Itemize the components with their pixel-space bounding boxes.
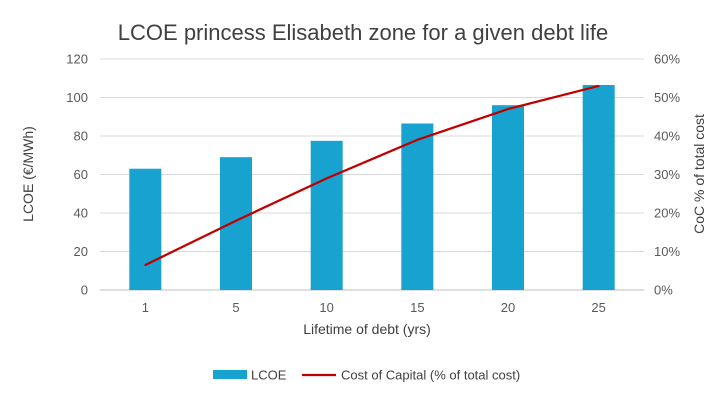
x-tick-label: 1 bbox=[142, 300, 149, 315]
legend: LCOE Cost of Capital (% of total cost) bbox=[213, 368, 520, 383]
bar-lcoe bbox=[310, 140, 343, 290]
y-tick-label: 60 bbox=[74, 167, 88, 182]
x-tick-label: 10 bbox=[319, 300, 333, 315]
y-tick-label: 20 bbox=[74, 244, 88, 259]
bar-lcoe bbox=[492, 105, 524, 290]
y2-tick-label: 10% bbox=[654, 244, 680, 259]
y-tick-label: 80 bbox=[74, 129, 88, 144]
y-axis-title: LCOE (€/MWh) bbox=[20, 126, 36, 222]
bar-lcoe bbox=[220, 157, 252, 290]
y-tick-label: 40 bbox=[74, 206, 88, 221]
line-point bbox=[507, 108, 509, 111]
y-axis-right: 0% 10% 20% 30% 40% 50% 60% bbox=[654, 52, 680, 298]
y2-axis-title: CoC % of total cost bbox=[691, 114, 707, 234]
y2-tick-label: 50% bbox=[654, 90, 680, 105]
x-axis: 1 5 10 15 20 25 bbox=[142, 300, 606, 315]
line-point bbox=[597, 84, 600, 87]
y-axis-left: 0 20 40 60 80 100 120 bbox=[66, 52, 88, 298]
y2-tick-label: 20% bbox=[654, 206, 680, 221]
x-tick-label: 25 bbox=[591, 300, 605, 315]
bar-lcoe bbox=[401, 123, 434, 290]
bar-lcoe bbox=[129, 168, 162, 290]
y2-tick-label: 30% bbox=[654, 167, 680, 182]
gridlines bbox=[100, 58, 644, 291]
chart-title: LCOE princess Elisabeth zone for a given… bbox=[118, 20, 608, 45]
x-tick-label: 5 bbox=[232, 300, 239, 315]
line-cost-of-capital bbox=[144, 84, 599, 266]
x-axis-title: Lifetime of debt (yrs) bbox=[303, 321, 431, 337]
line-point bbox=[416, 138, 419, 141]
y2-tick-label: 60% bbox=[654, 52, 680, 67]
legend-label-lcoe: LCOE bbox=[251, 368, 287, 383]
x-tick-label: 15 bbox=[410, 300, 424, 315]
legend-label-coc: Cost of Capital (% of total cost) bbox=[341, 368, 520, 383]
x-tick-label: 20 bbox=[501, 300, 515, 315]
y-tick-label: 120 bbox=[66, 52, 88, 67]
legend-swatch-lcoe bbox=[213, 370, 247, 379]
line-point bbox=[144, 263, 147, 266]
bar-lcoe bbox=[582, 84, 615, 290]
y2-tick-label: 0% bbox=[654, 283, 673, 298]
y-tick-label: 100 bbox=[66, 90, 88, 105]
y2-tick-label: 40% bbox=[654, 129, 680, 144]
line-point bbox=[325, 177, 328, 180]
line-series bbox=[144, 84, 600, 266]
y-tick-label: 0 bbox=[81, 283, 88, 298]
bar-series bbox=[129, 84, 615, 290]
line-point bbox=[235, 219, 237, 222]
